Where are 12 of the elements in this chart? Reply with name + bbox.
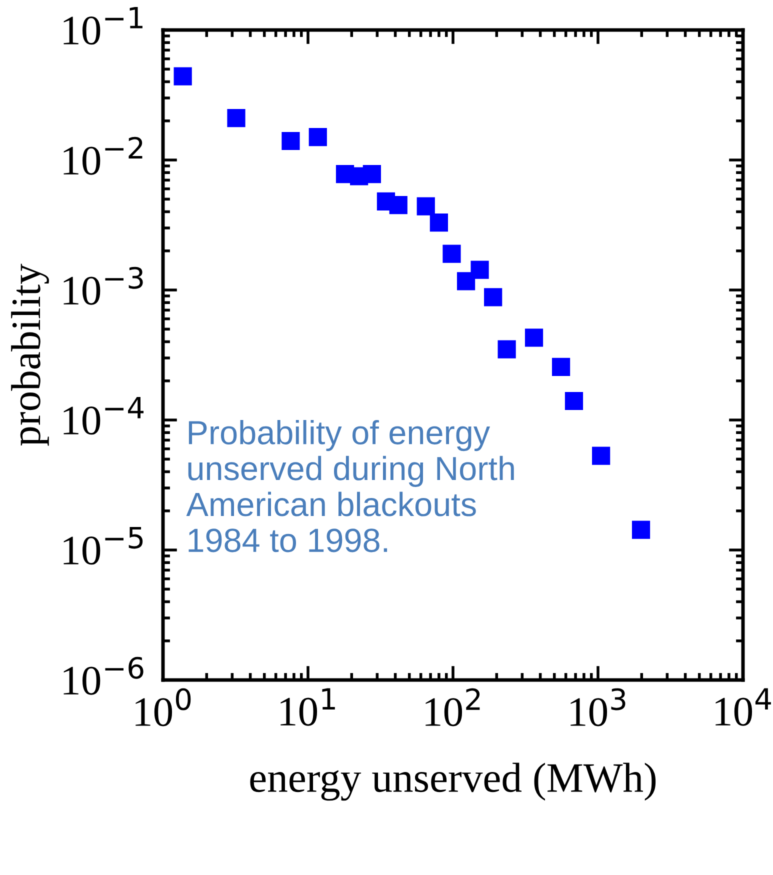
y-axis-title: probability [11,264,49,446]
x-tick-label: 10$^{1}$ [280,688,335,726]
y-tick-label: 10$^{−1}$ [64,7,142,45]
y-tick-label: 10$^{−2}$ [64,136,142,175]
y-tick-label: 10$^{−4}$ [64,397,144,435]
x-tick-label: 10$^{2}$ [426,688,480,726]
x-tick-label: 10$^{4}$ [716,688,771,726]
x-axis-title: energy unserved (MWh) [250,762,656,801]
y-tick-label: 10$^{−5}$ [64,527,143,565]
y-tick-label: 10$^{−3}$ [64,266,143,305]
annotation: Probability of energy unserved during North American blackouts 1984 to 1998. [186,420,514,552]
x-tick-label: 10$^{3}$ [570,688,626,726]
